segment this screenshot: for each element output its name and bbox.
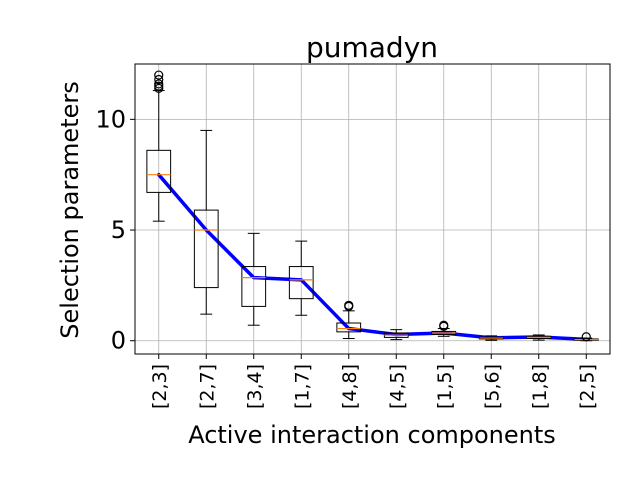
box-[1,7] [288,240,314,316]
x-tick-label: [2,5] [576,364,598,409]
flier-point [154,79,164,89]
chart-title: pumadyn [306,31,438,64]
box-layer [146,70,599,342]
iqr-box [336,322,362,333]
x-ticks: [2,3] [2,7] [3,4] [1,7] [4,8] [4,5] [1,5] [5,6]… [149,354,598,409]
mean-line [157,172,588,342]
flier-point [439,320,449,330]
box-[1,5] [431,320,457,337]
plot-frame [134,63,611,355]
iqr-box [146,149,172,193]
box-[3,4] [241,232,267,326]
box-[1,8] [526,334,552,341]
box-[4,5] [383,329,409,341]
x-tick-label: [2,7] [196,364,218,409]
flier-point [344,300,354,310]
y-ticks: 0 5 10 [95,105,135,355]
box-[2,5] [573,332,599,342]
y-tick-label: 10 [95,105,126,133]
box-[4,8] [336,300,362,340]
box-[2,3] [146,70,172,222]
box-[5,6] [478,335,504,341]
x-tick-label: [5,6] [481,364,503,409]
x-tick-label: [4,8] [339,364,361,409]
x-tick-label: [4,5] [386,364,408,409]
flier-point [154,74,164,85]
box-[2,7] [193,129,219,315]
x-axis-label: Active interaction components [188,421,556,449]
y-axis-label: Selection parameters [56,81,84,338]
x-tick-label: [1,7] [291,364,313,409]
x-tick-label: [2,3] [149,364,171,409]
flier-point [154,70,164,80]
flier-point [581,332,591,342]
x-tick-label: [1,8] [529,364,551,409]
iqr-box [288,266,314,300]
iqr-box [193,209,219,289]
x-tick-label: [1,5] [434,364,456,409]
y-tick-label: 5 [111,216,126,244]
y-tick-label: 0 [111,327,126,355]
x-tick-label: [3,4] [244,364,266,409]
iqr-box [241,266,267,307]
mean-line-layer [157,172,588,342]
